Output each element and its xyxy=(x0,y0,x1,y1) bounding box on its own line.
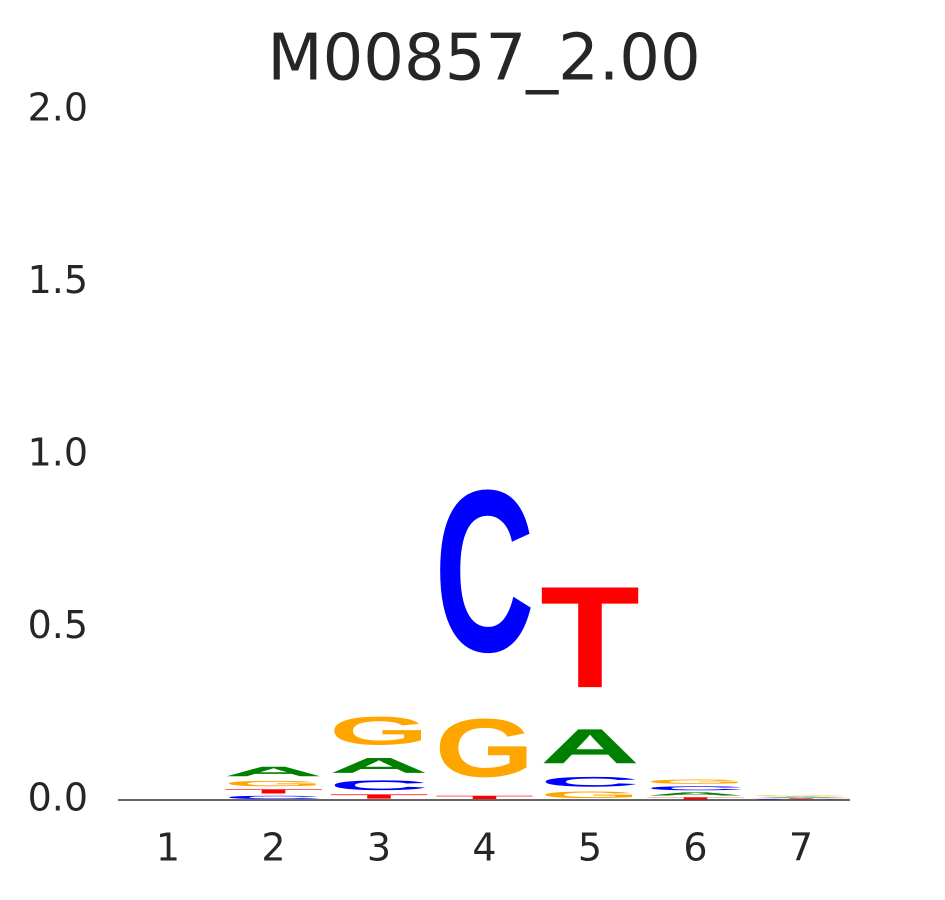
letter: G xyxy=(540,790,640,800)
y-tick-label: 1.5 xyxy=(28,258,88,302)
y-tick-label: 0.5 xyxy=(28,603,88,647)
letter: A xyxy=(751,797,851,798)
letter: T xyxy=(646,797,746,800)
x-tick-label: 5 xyxy=(578,826,602,870)
letter: T xyxy=(435,795,535,800)
x-tick-label: 6 xyxy=(683,826,707,870)
x-tick-label: 3 xyxy=(367,826,391,870)
letter: T xyxy=(751,798,851,799)
letter: G xyxy=(751,795,851,796)
letter: A xyxy=(540,719,640,774)
letter: C xyxy=(329,778,429,793)
letter: A xyxy=(329,753,429,777)
letter: C xyxy=(224,795,324,800)
x-tick-label: 1 xyxy=(156,826,180,870)
x-tick-label: 7 xyxy=(789,826,813,870)
letter: C xyxy=(751,799,851,800)
x-tick-label: 2 xyxy=(261,826,285,870)
y-tick-label: 1.0 xyxy=(28,431,88,475)
y-tick-label: 0.0 xyxy=(28,776,88,820)
letter: G xyxy=(435,701,535,794)
letter: T xyxy=(540,556,640,718)
letter: A xyxy=(224,764,324,779)
letter: G xyxy=(224,779,324,788)
letter: T xyxy=(329,793,429,800)
x-tick-label: 4 xyxy=(472,826,496,870)
letter: G xyxy=(329,709,429,754)
letter: C xyxy=(540,774,640,789)
letter: T xyxy=(224,788,324,795)
letter: G xyxy=(646,778,746,785)
letter: C xyxy=(646,785,746,791)
letter: A xyxy=(646,791,746,796)
y-tick-label: 2.0 xyxy=(28,86,88,130)
letter: C xyxy=(435,443,535,700)
chart-title: M00857_2.00 xyxy=(267,22,700,96)
